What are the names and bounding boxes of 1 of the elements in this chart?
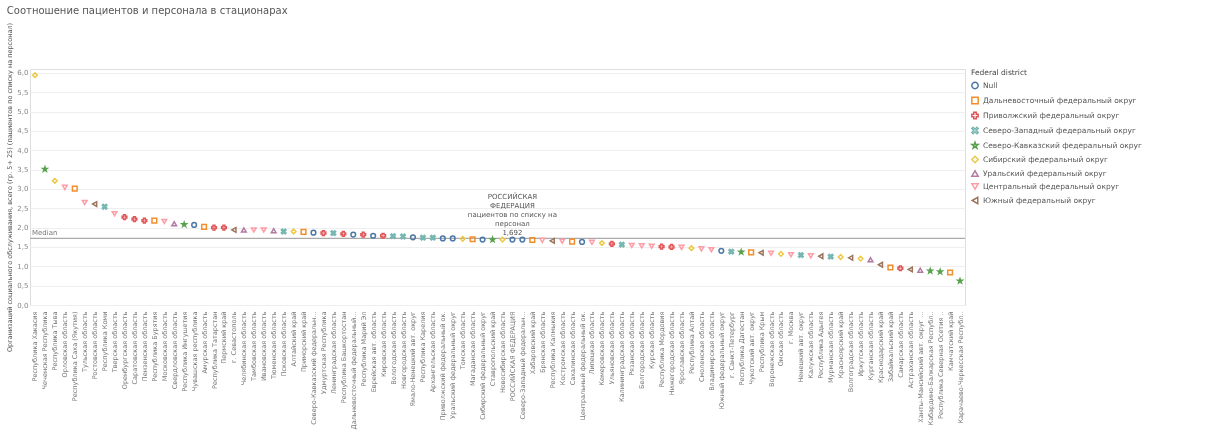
chart-title: Соотношение пациентов и персонала в стационарах	[6, 5, 288, 17]
